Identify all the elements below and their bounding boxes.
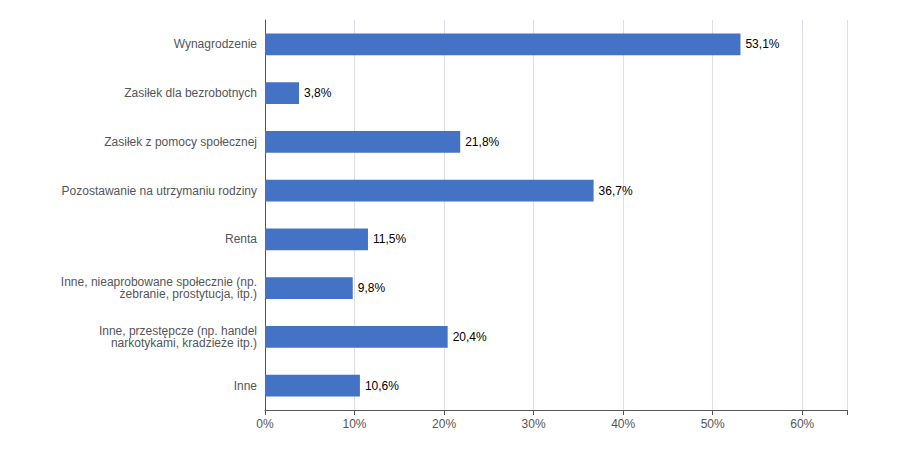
svg-text:10%: 10% [343, 417, 367, 431]
svg-text:30%: 30% [522, 417, 546, 431]
svg-text:żebranie, prostytucja, itp.): żebranie, prostytucja, itp.) [120, 287, 257, 301]
svg-text:Zasiłek dla bezrobotnych: Zasiłek dla bezrobotnych [124, 86, 257, 100]
svg-text:Inne: Inne [234, 379, 258, 393]
svg-text:Wynagrodzenie: Wynagrodzenie [174, 37, 258, 51]
svg-text:9,8%: 9,8% [358, 281, 386, 295]
svg-text:10,6%: 10,6% [365, 379, 399, 393]
svg-text:0%: 0% [256, 417, 274, 431]
svg-text:40%: 40% [611, 417, 635, 431]
svg-text:20,4%: 20,4% [453, 330, 487, 344]
svg-text:36,7%: 36,7% [599, 184, 633, 198]
svg-text:3,8%: 3,8% [304, 86, 332, 100]
svg-text:21,8%: 21,8% [465, 135, 499, 149]
svg-text:50%: 50% [701, 417, 725, 431]
svg-text:11,5%: 11,5% [373, 232, 406, 246]
svg-text:Inne, przestępcze (np. handel: Inne, przestępcze (np. handel [98, 323, 257, 338]
svg-text:53,1%: 53,1% [745, 37, 779, 51]
svg-text:Pozostawanie na utrzymaniu rod: Pozostawanie na utrzymaniu rodziny [62, 184, 257, 198]
svg-text:60%: 60% [790, 417, 814, 431]
svg-text:Zasiłek z pomocy społecznej: Zasiłek z pomocy społecznej [104, 135, 257, 149]
svg-text:narkotykami, kradzieże itp.): narkotykami, kradzieże itp.) [111, 336, 257, 350]
svg-text:Renta: Renta [225, 232, 257, 246]
svg-text:20%: 20% [432, 417, 456, 431]
svg-text:Inne, nieaprobowane społecznie: Inne, nieaprobowane społecznie (np. [60, 275, 257, 290]
